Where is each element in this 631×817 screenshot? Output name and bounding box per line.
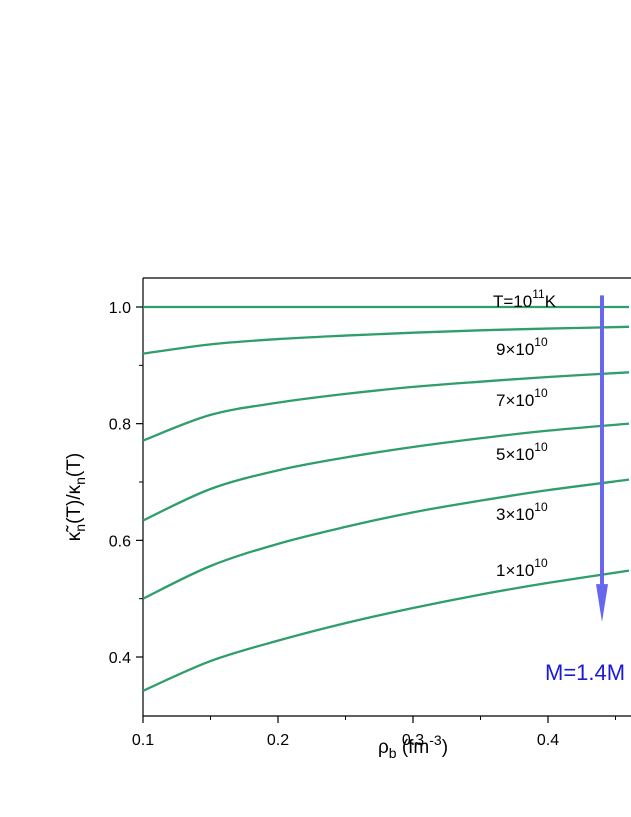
series-line (142, 371, 630, 442)
x-tick-label: 0.4 (537, 732, 559, 749)
y-tick-label: 1.0 (109, 300, 131, 317)
series-label: 7×1010 (496, 386, 548, 410)
y-axis-title: κ̃n(T)/κn(T) (64, 453, 88, 541)
mass-annotation: M=1.4M (545, 660, 625, 685)
y-tick-label: 0.8 (109, 417, 131, 434)
trend-arrow-head (596, 584, 608, 623)
y-tick-label: 0.6 (109, 533, 131, 550)
series-line (142, 478, 630, 600)
series-line (142, 325, 630, 355)
plot-area: 0.1 0.2 0.3 0.4 0.4 0.6 0.8 1.0 ρb (fm-3) κ̃n(T)/… (64, 277, 631, 761)
x-axis-title: ρb (fm-3) (378, 732, 448, 761)
series-line (142, 422, 630, 522)
x-tick-label: 0.3 (402, 732, 424, 749)
y-tick-label: 0.4 (109, 650, 131, 667)
series-label: 5×1010 (496, 440, 548, 464)
series-label: T=1011K (493, 287, 557, 311)
series-label: 1×1010 (496, 556, 548, 580)
series-label: 9×1010 (496, 335, 548, 359)
x-tick-label: 0.2 (267, 732, 289, 749)
series-label: 3×1010 (496, 500, 548, 524)
x-tick-label: 0.1 (132, 732, 154, 749)
series-line (142, 569, 630, 692)
